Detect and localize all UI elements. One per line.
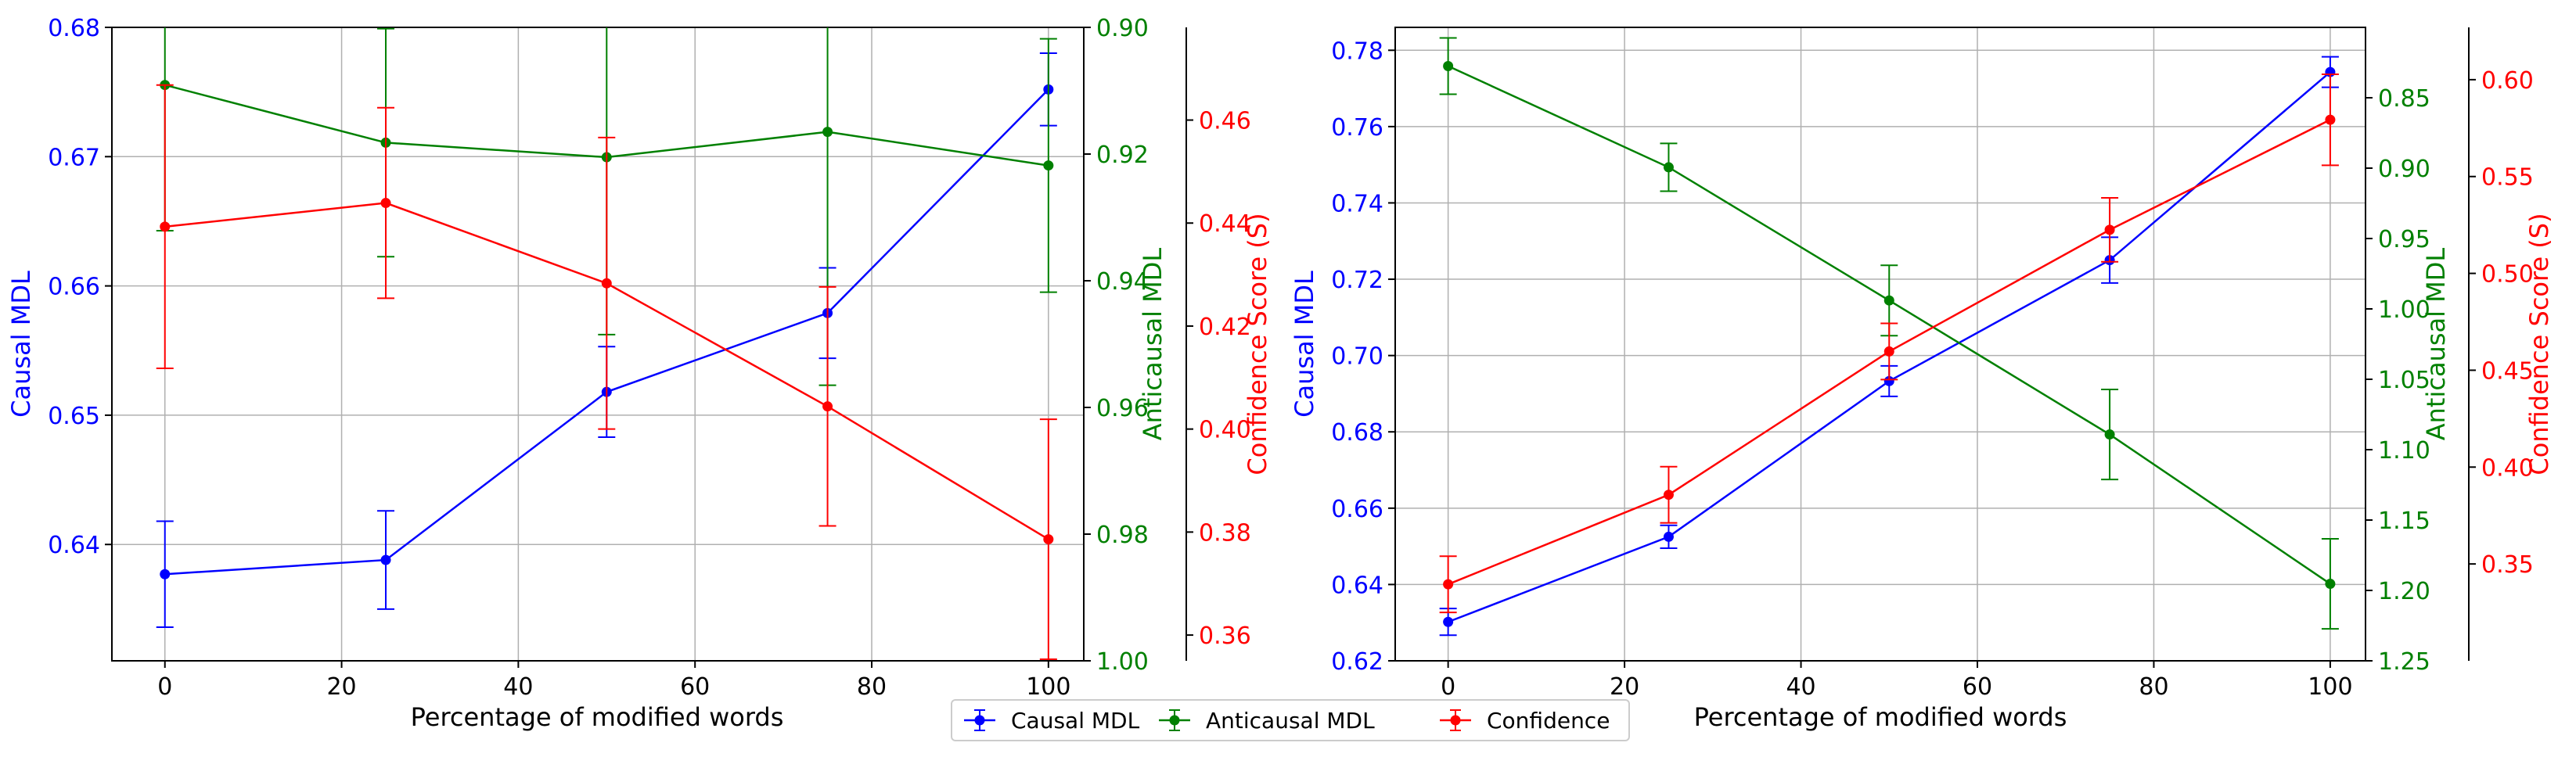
data-point-confidence (380, 198, 391, 209)
legend-label-confidence: Confidence (1487, 708, 1610, 734)
y-tick-label-causal: 0.68 (1331, 419, 1383, 447)
data-point-confidence (2325, 114, 2336, 125)
data-point-confidence (1883, 346, 1894, 357)
x-tick-label: 60 (1963, 673, 1992, 701)
y-tick-label-anticausal: 0.85 (2378, 85, 2430, 113)
legend-marker-anticausal-mdl (1169, 715, 1180, 726)
data-point-anticausal-mdl (1443, 61, 1454, 71)
legend-marker-confidence (1450, 715, 1461, 726)
y-tick-label-causal: 0.76 (1331, 114, 1383, 142)
x-tick-label: 80 (2139, 673, 2168, 701)
y-tick-label-confidence: 0.60 (2481, 67, 2534, 95)
y-tick-label-anticausal: 1.00 (1096, 648, 1149, 676)
x-tick-label: 20 (326, 673, 356, 701)
plot-frame (1394, 27, 2366, 662)
data-point-causal-mdl (1443, 616, 1454, 627)
y-tick-label-causal: 0.72 (1331, 267, 1383, 294)
legend-label-anticausal-mdl: Anticausal MDL (1206, 708, 1375, 734)
data-point-anticausal-mdl (1663, 162, 1674, 173)
data-point-confidence (2104, 224, 2115, 235)
y-tick-label-anticausal: 1.25 (2378, 648, 2430, 676)
y-tick-label-anticausal: 0.95 (2378, 226, 2430, 253)
y-tick-label-causal: 0.74 (1331, 190, 1383, 217)
x-tick-label: 80 (857, 673, 887, 701)
y-tick-label-anticausal: 1.05 (2378, 367, 2430, 394)
legend: Causal MDL Anticausal MDL Confidence (951, 699, 1630, 741)
series-group (156, 27, 1057, 661)
y-tick-label-causal: 0.62 (1331, 648, 1383, 676)
x-tick-label: 0 (157, 673, 172, 701)
series-group (1439, 37, 2339, 637)
y-tick-label-confidence: 0.50 (2481, 261, 2534, 289)
y-tick-label-confidence: 0.40 (1199, 417, 1251, 444)
data-point-anticausal-mdl (2104, 429, 2115, 440)
data-point-causal-mdl (380, 554, 391, 565)
y-axis-title-confidence: Confidence Score (S) (2524, 213, 2554, 475)
data-point-causal-mdl (1883, 375, 1894, 386)
x-tick-label: 40 (503, 673, 533, 701)
data-point-anticausal-mdl (2325, 579, 2336, 590)
data-point-causal-mdl (160, 569, 171, 579)
x-tick-label: 60 (680, 673, 710, 701)
data-point-confidence (1043, 534, 1054, 545)
y-tick-label-causal: 0.64 (1331, 572, 1383, 599)
y-axis-title-anticausal: Anticausal MDL (2421, 248, 2451, 441)
y-tick-label-causal: 0.68 (48, 15, 100, 42)
y-tick-label-anticausal: 1.00 (2378, 296, 2430, 324)
y-axis-title-causal: Causal MDL (6, 271, 36, 418)
y-tick-label-causal: 0.65 (48, 403, 100, 430)
x-tick-label: 40 (1786, 673, 1815, 701)
x-tick-label: 100 (2308, 673, 2352, 701)
x-tick-label: 100 (1026, 673, 1070, 701)
y-tick-label-anticausal: 0.96 (1096, 395, 1149, 422)
y-axis-title-causal: Causal MDL (1290, 271, 1319, 418)
y-tick-label-causal: 0.67 (48, 144, 100, 171)
y-tick-label-causal: 0.66 (48, 274, 100, 301)
data-point-confidence (601, 278, 612, 289)
y-axis-title-confidence: Confidence Score (S) (1243, 213, 1272, 475)
data-point-confidence (822, 401, 833, 412)
y-tick-label-confidence: 0.38 (1199, 519, 1251, 547)
y-tick-label-causal: 0.78 (1331, 38, 1383, 65)
data-point-confidence (1443, 579, 1454, 590)
y-tick-label-confidence: 0.46 (1199, 108, 1251, 135)
x-axis-title: Percentage of modified words (411, 702, 784, 732)
y-tick-label-anticausal: 0.90 (1096, 15, 1149, 42)
legend-label-causal-mdl: Causal MDL (1011, 708, 1140, 734)
chart-left: 0 20 40 60 80 100 0.64 0.65 0.66 0.67 0.68 0.90 0.92… (6, 15, 1272, 732)
x-axis-title: Percentage of modified words (1694, 702, 2067, 732)
data-point-confidence (1663, 490, 1674, 500)
y-tick-label-anticausal: 1.10 (2378, 437, 2430, 465)
y-tick-label-causal: 0.66 (1331, 496, 1383, 523)
chart-right: 0 20 40 60 80 100 0.62 0.64 0.66 0.68 0.70 0.72 0.74… (1290, 27, 2554, 732)
y-tick-label-causal: 0.64 (48, 532, 100, 559)
y-tick-label-confidence: 0.44 (1199, 210, 1251, 238)
data-point-causal-mdl (1663, 531, 1674, 542)
y-tick-label-confidence: 0.35 (2481, 551, 2534, 579)
y-tick-label-causal: 0.70 (1331, 343, 1383, 371)
y-tick-label-confidence: 0.40 (2481, 454, 2534, 482)
y-tick-label-anticausal: 0.98 (1096, 522, 1149, 549)
y-tick-label-anticausal: 0.92 (1096, 142, 1149, 169)
data-point-confidence (160, 221, 171, 232)
y-axis-title-anticausal: Anticausal MDL (1138, 248, 1167, 441)
data-point-anticausal-mdl (822, 127, 833, 138)
y-tick-label-anticausal: 1.20 (2378, 578, 2430, 605)
y-tick-label-anticausal: 0.90 (2378, 156, 2430, 183)
y-tick-label-confidence: 0.45 (2481, 357, 2534, 385)
y-tick-label-confidence: 0.55 (2481, 164, 2534, 192)
y-tick-label-anticausal: 0.94 (1096, 268, 1149, 296)
data-point-anticausal-mdl (1883, 295, 1894, 306)
x-tick-label: 0 (1441, 673, 1455, 701)
plot-frame (111, 27, 1085, 662)
y-tick-label-confidence: 0.36 (1199, 622, 1251, 650)
x-tick-label: 20 (1610, 673, 1639, 701)
y-tick-label-confidence: 0.42 (1199, 314, 1251, 341)
data-point-anticausal-mdl (1043, 160, 1054, 171)
legend-marker-causal-mdl (974, 715, 985, 726)
y-tick-label-anticausal: 1.15 (2378, 508, 2430, 535)
